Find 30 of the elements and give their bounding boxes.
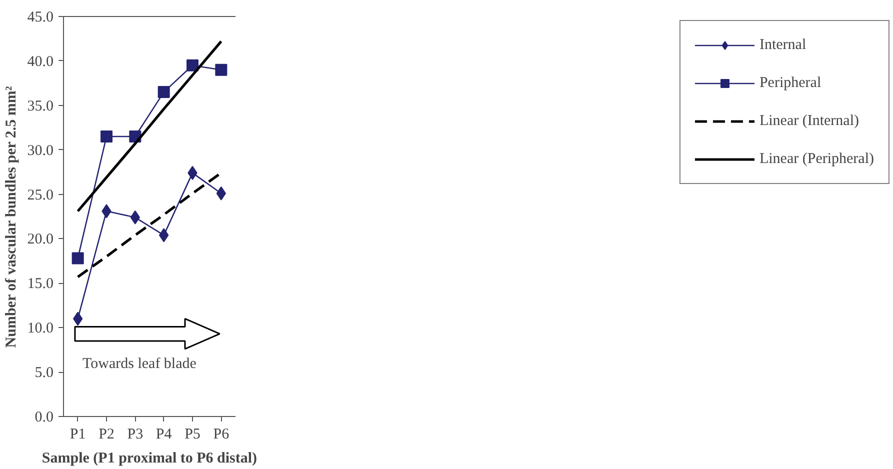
x-tick-label: P5 (184, 426, 200, 442)
x-tick-label: P6 (213, 426, 230, 442)
legend-label: Internal (759, 36, 806, 54)
point (215, 64, 228, 76)
legend-label: Linear (Peripheral) (759, 150, 874, 168)
y-tick-label: 0.0 (34, 410, 54, 426)
y-tick-label: 15.0 (27, 276, 54, 292)
point (158, 86, 170, 98)
annotation: Towards leaf blade (82, 356, 197, 372)
x-axis-title: Sample (P1 proximal to P6 distal) (42, 450, 258, 466)
x-tick-label: P3 (127, 426, 144, 442)
line-series (76, 40, 222, 212)
point (186, 59, 198, 72)
x-tick-label: P2 (98, 426, 114, 442)
y-tick-label: 25.0 (27, 187, 54, 204)
legend-label: Peripheral (759, 74, 822, 92)
point (72, 252, 84, 264)
x-tick-label: P1 (70, 426, 86, 442)
x-tick-label: P4 (156, 426, 172, 442)
line-series (76, 172, 222, 278)
legend-label: Linear (Internal) (759, 112, 859, 130)
y-tick-label: 5.0 (34, 365, 54, 382)
y-axis-title: Number of vascular bundles per 2.5 mm² (3, 86, 20, 348)
point (100, 130, 112, 142)
y-tick-label: 10.0 (27, 320, 54, 337)
y-tick-label: 40.0 (27, 54, 54, 70)
y-tick-label: 45.0 (27, 10, 54, 26)
y-tick-label: 20.0 (27, 232, 54, 248)
y-tick-label: 35.0 (27, 98, 54, 114)
y-tick-label: 30.0 (27, 142, 54, 159)
